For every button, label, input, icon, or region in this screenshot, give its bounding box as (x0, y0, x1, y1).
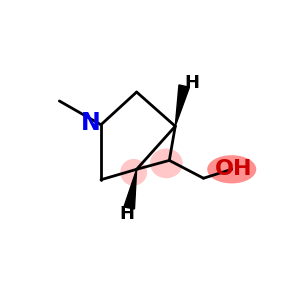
Ellipse shape (120, 159, 147, 186)
Polygon shape (124, 169, 136, 209)
Text: H: H (119, 206, 134, 224)
Ellipse shape (207, 155, 256, 183)
Text: OH: OH (214, 159, 252, 179)
Ellipse shape (150, 148, 183, 178)
Text: H: H (184, 74, 199, 92)
Polygon shape (175, 85, 189, 126)
Text: N: N (81, 111, 100, 135)
